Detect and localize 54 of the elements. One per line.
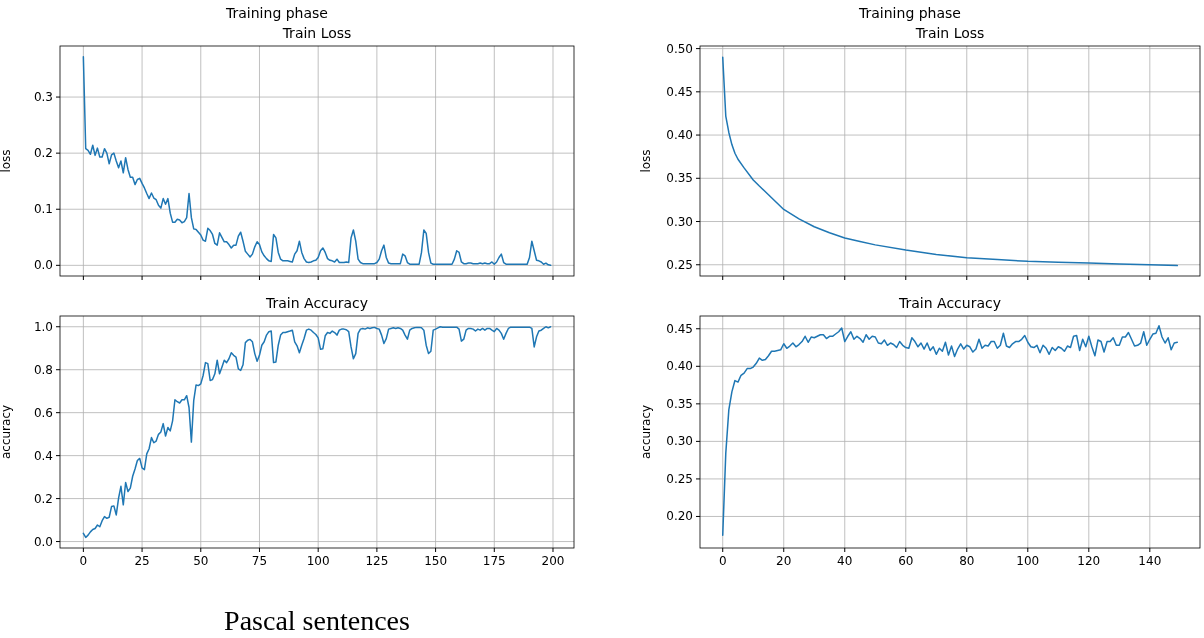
line-series <box>721 325 1179 536</box>
y-tick-label: 0.40 <box>666 359 693 374</box>
y-tick-label: 0.0 <box>33 534 53 549</box>
x-tick-label: 150 <box>424 554 448 568</box>
text: Pascal sentences <box>224 605 410 636</box>
line-series <box>82 55 552 267</box>
x-tick-label: 0 <box>718 554 727 568</box>
line-series <box>721 56 1179 267</box>
x-tick-label: 20 <box>776 554 792 568</box>
x-tick-label: 50 <box>193 554 209 568</box>
y-tick-label: 0.30 <box>666 434 693 449</box>
chart-title: Training phase <box>225 5 328 21</box>
y-tick-label: 0.35 <box>666 396 693 411</box>
y-tick-label: 0.2 <box>33 146 53 161</box>
chart-title: Training phase <box>858 5 961 21</box>
y-tick-label: 0.20 <box>666 509 693 524</box>
y-tick-label: 0.30 <box>666 214 693 229</box>
x-tick-label: 140 <box>1138 554 1162 568</box>
y-tick-label: 0.8 <box>33 362 53 377</box>
x-tick-label: 175 <box>482 554 506 568</box>
x-tick-label: 120 <box>1077 554 1101 568</box>
x-tick-label: 40 <box>837 554 853 568</box>
chart-subtitle: Train Loss <box>914 25 985 41</box>
y-tick-label: 0.45 <box>666 84 693 99</box>
x-tick-label: 100 <box>1016 554 1040 568</box>
y-tick-label: 0.25 <box>666 257 693 272</box>
y-tick-label: 0.4 <box>33 448 53 463</box>
x-tick-label: 25 <box>134 554 150 568</box>
y-tick-label: 0.2 <box>33 491 53 506</box>
chart-title: Train Accuracy <box>265 295 368 311</box>
line-series <box>82 325 552 539</box>
chart-subtitle: Train Loss <box>281 25 352 41</box>
y-tick-label: 0.6 <box>33 405 53 420</box>
x-tick-label: 200 <box>541 554 565 568</box>
x-tick-label: 0 <box>79 554 88 568</box>
chart-title: Train Accuracy <box>898 295 1001 311</box>
y-tick-label: 0.40 <box>666 128 693 143</box>
x-tick-label: 75 <box>251 554 268 568</box>
y-tick-label: 0.1 <box>33 202 53 217</box>
x-tick-label: 100 <box>306 554 330 568</box>
y-axis-title: accuracy <box>639 404 653 460</box>
x-tick-label: 125 <box>365 554 389 568</box>
y-axis-title: loss <box>0 149 13 173</box>
x-tick-label: 80 <box>959 554 975 568</box>
y-tick-label: 0.0 <box>33 258 53 273</box>
y-axis-title: loss <box>639 149 653 173</box>
y-tick-label: 1.0 <box>33 319 53 334</box>
y-tick-label: 0.50 <box>666 41 693 56</box>
y-tick-label: 0.35 <box>666 171 693 186</box>
y-tick-label: 0.45 <box>666 321 693 336</box>
y-tick-label: 0.3 <box>33 90 53 105</box>
y-axis-title: accuracy <box>0 404 13 460</box>
y-tick-label: 0.25 <box>666 471 693 486</box>
x-tick-label: 60 <box>898 554 914 568</box>
